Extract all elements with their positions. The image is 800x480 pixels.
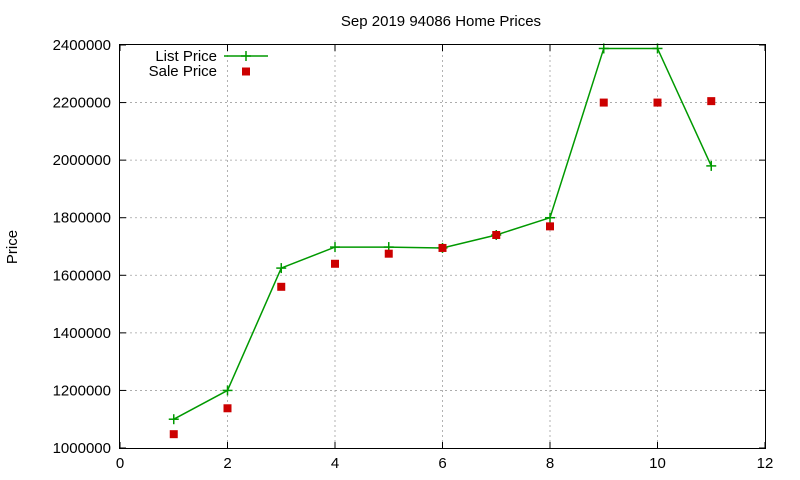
list-price-line [173, 47, 712, 420]
sale-price-point [331, 259, 339, 268]
sale-price-point [546, 222, 554, 231]
x-tick-label: 2 [223, 455, 231, 472]
sale-price-point [438, 243, 447, 252]
x-tick-label: 0 [116, 455, 124, 472]
x-tick-label: 8 [546, 455, 554, 472]
y-axis-label: Price [4, 230, 21, 264]
sale-price-point [169, 430, 178, 439]
chart-title: Sep 2019 94086 Home Prices [341, 13, 541, 30]
y-tick-label: 2000000 [53, 152, 111, 169]
x-tick-label: 10 [649, 455, 666, 472]
y-tick-label: 1400000 [53, 325, 111, 342]
sale-price-point [384, 249, 393, 258]
y-tick-label: 2200000 [53, 95, 111, 112]
legend-plus-marker [241, 51, 251, 61]
list-price-point [545, 212, 555, 223]
list-price-point [706, 160, 717, 171]
plot-area [168, 43, 717, 439]
legend-label-list-price: List Price [155, 48, 217, 65]
list-price-point [330, 242, 340, 253]
x-tick-label: 12 [757, 455, 774, 472]
list-price-point [652, 43, 663, 54]
sale-price-point [277, 282, 286, 291]
sale-price-point [492, 230, 501, 239]
legend-marker-list-price [241, 51, 251, 61]
list-price-point [276, 263, 287, 274]
y-tick-label: 1000000 [53, 440, 111, 457]
list-price-point [168, 414, 179, 425]
legend: List Price Sale Price [149, 48, 268, 80]
sale-price-point [707, 97, 716, 106]
plot-frame [119, 44, 766, 449]
legend-marker-sale-price [242, 67, 250, 76]
sale-price-point [599, 98, 608, 107]
list-price-point [598, 43, 609, 54]
list-price-point [222, 385, 233, 396]
legend-label-sale-price: Sale Price [149, 63, 217, 80]
y-tick-label: 2400000 [53, 37, 111, 54]
x-tick-label: 4 [331, 455, 339, 472]
y-tick-label: 1600000 [53, 267, 111, 284]
y-tick-label: 1800000 [53, 210, 111, 227]
y-tick-label: 1200000 [53, 382, 111, 399]
sale-price-point [653, 98, 662, 107]
sale-price-point [223, 404, 232, 413]
x-tick-label: 6 [438, 455, 446, 472]
